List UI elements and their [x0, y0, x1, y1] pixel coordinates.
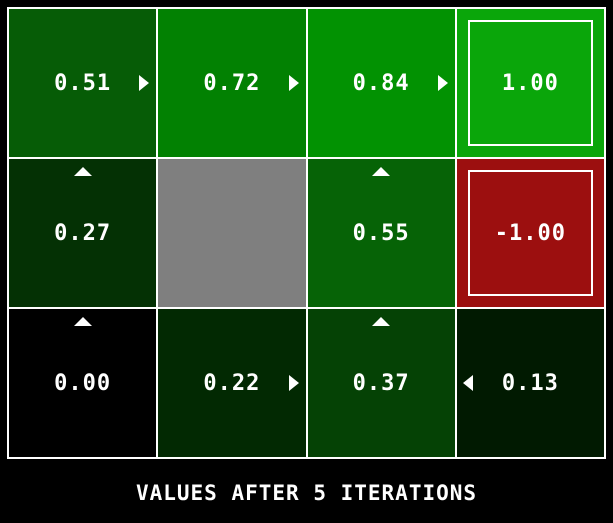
state-value: 0.27: [54, 220, 112, 246]
state-cell: 0.00: [9, 309, 157, 457]
policy-arrow-up-icon: [372, 167, 391, 176]
terminal-exit-border: [467, 170, 593, 296]
terminal-exit-border: [467, 20, 593, 146]
policy-arrow-right-icon: [437, 75, 448, 91]
state-cell: 0.51: [9, 9, 157, 157]
state-value: 0.55: [352, 220, 410, 246]
state-cell: 0.22: [158, 309, 306, 457]
state-value: 0.00: [54, 370, 112, 396]
policy-arrow-right-icon: [288, 375, 299, 391]
wall-cell: [158, 159, 306, 307]
policy-arrow-up-icon: [372, 317, 391, 326]
policy-arrow-right-icon: [139, 75, 150, 91]
policy-arrow-up-icon: [73, 167, 92, 176]
gridworld: 0.51 0.72 0.84 1.00 0.27 0.55 -1.00 0.00 0.22 0.3…: [7, 7, 606, 459]
policy-arrow-right-icon: [288, 75, 299, 91]
caption: VALUES AFTER 5 ITERATIONS: [135, 481, 478, 505]
state-cell: 0.27: [9, 159, 157, 307]
state-value: 0.51: [54, 70, 112, 96]
state-cell: 0.84: [307, 9, 455, 157]
policy-arrow-left-icon: [462, 375, 473, 391]
terminal-cell: -1.00: [456, 159, 604, 307]
state-value: 0.72: [203, 70, 261, 96]
state-value: -1.00: [494, 220, 566, 246]
state-cell: 0.13: [456, 309, 604, 457]
state-cell: 0.55: [307, 159, 455, 307]
state-value: 0.84: [352, 70, 410, 96]
state-value: 0.22: [203, 370, 261, 396]
state-value: 0.37: [352, 370, 410, 396]
state-value: 1.00: [501, 70, 559, 96]
state-value: 0.13: [501, 370, 559, 396]
state-cell: 0.37: [307, 309, 455, 457]
state-cell: 0.72: [158, 9, 306, 157]
policy-arrow-up-icon: [73, 317, 92, 326]
terminal-cell: 1.00: [456, 9, 604, 157]
